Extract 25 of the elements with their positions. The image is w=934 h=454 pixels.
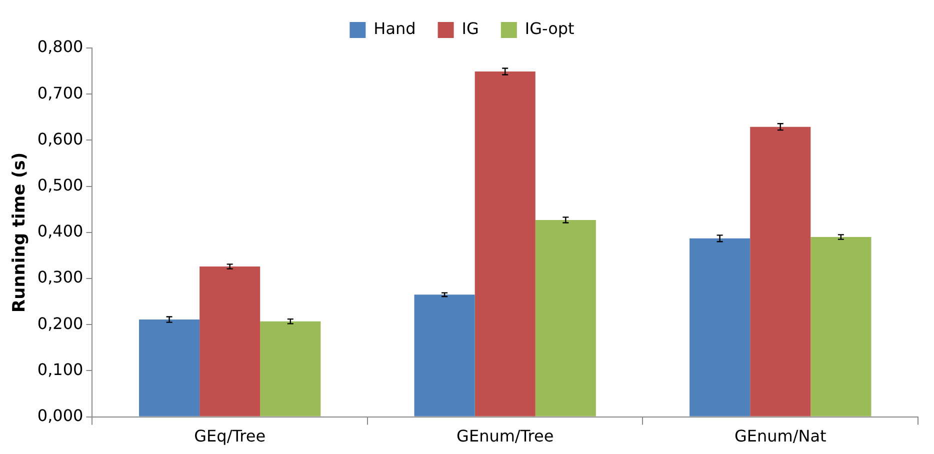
y-tick-label: 0,500	[37, 175, 84, 194]
legend-label: IG-opt	[524, 19, 574, 38]
bar	[474, 72, 536, 416]
bar	[414, 294, 475, 416]
y-tick-label: 0,700	[37, 83, 84, 102]
y-tick-label: 0,000	[37, 406, 84, 425]
bar	[200, 266, 260, 416]
x-tick-label: GEnum/Nat	[734, 426, 826, 446]
y-tick-label: 0,400	[37, 222, 84, 241]
y-tick-label: 0,600	[37, 129, 84, 148]
x-tick-label: GEq/Tree	[194, 426, 266, 446]
y-tick-label: 0,800	[37, 37, 84, 56]
bar	[690, 238, 750, 416]
bar	[750, 126, 811, 416]
y-tick-label: 0,300	[37, 268, 84, 287]
legend-label: IG	[462, 19, 479, 38]
y-axis-title: Running time (s)	[10, 152, 30, 312]
x-tick-label: GEnum/Tree	[456, 426, 554, 446]
bar	[139, 320, 200, 416]
legend-label: Hand	[374, 19, 416, 38]
y-tick-label: 0,100	[37, 360, 84, 379]
bar	[260, 321, 321, 416]
bar	[810, 237, 872, 416]
bar	[535, 220, 596, 416]
y-tick-label: 0,200	[37, 314, 84, 333]
